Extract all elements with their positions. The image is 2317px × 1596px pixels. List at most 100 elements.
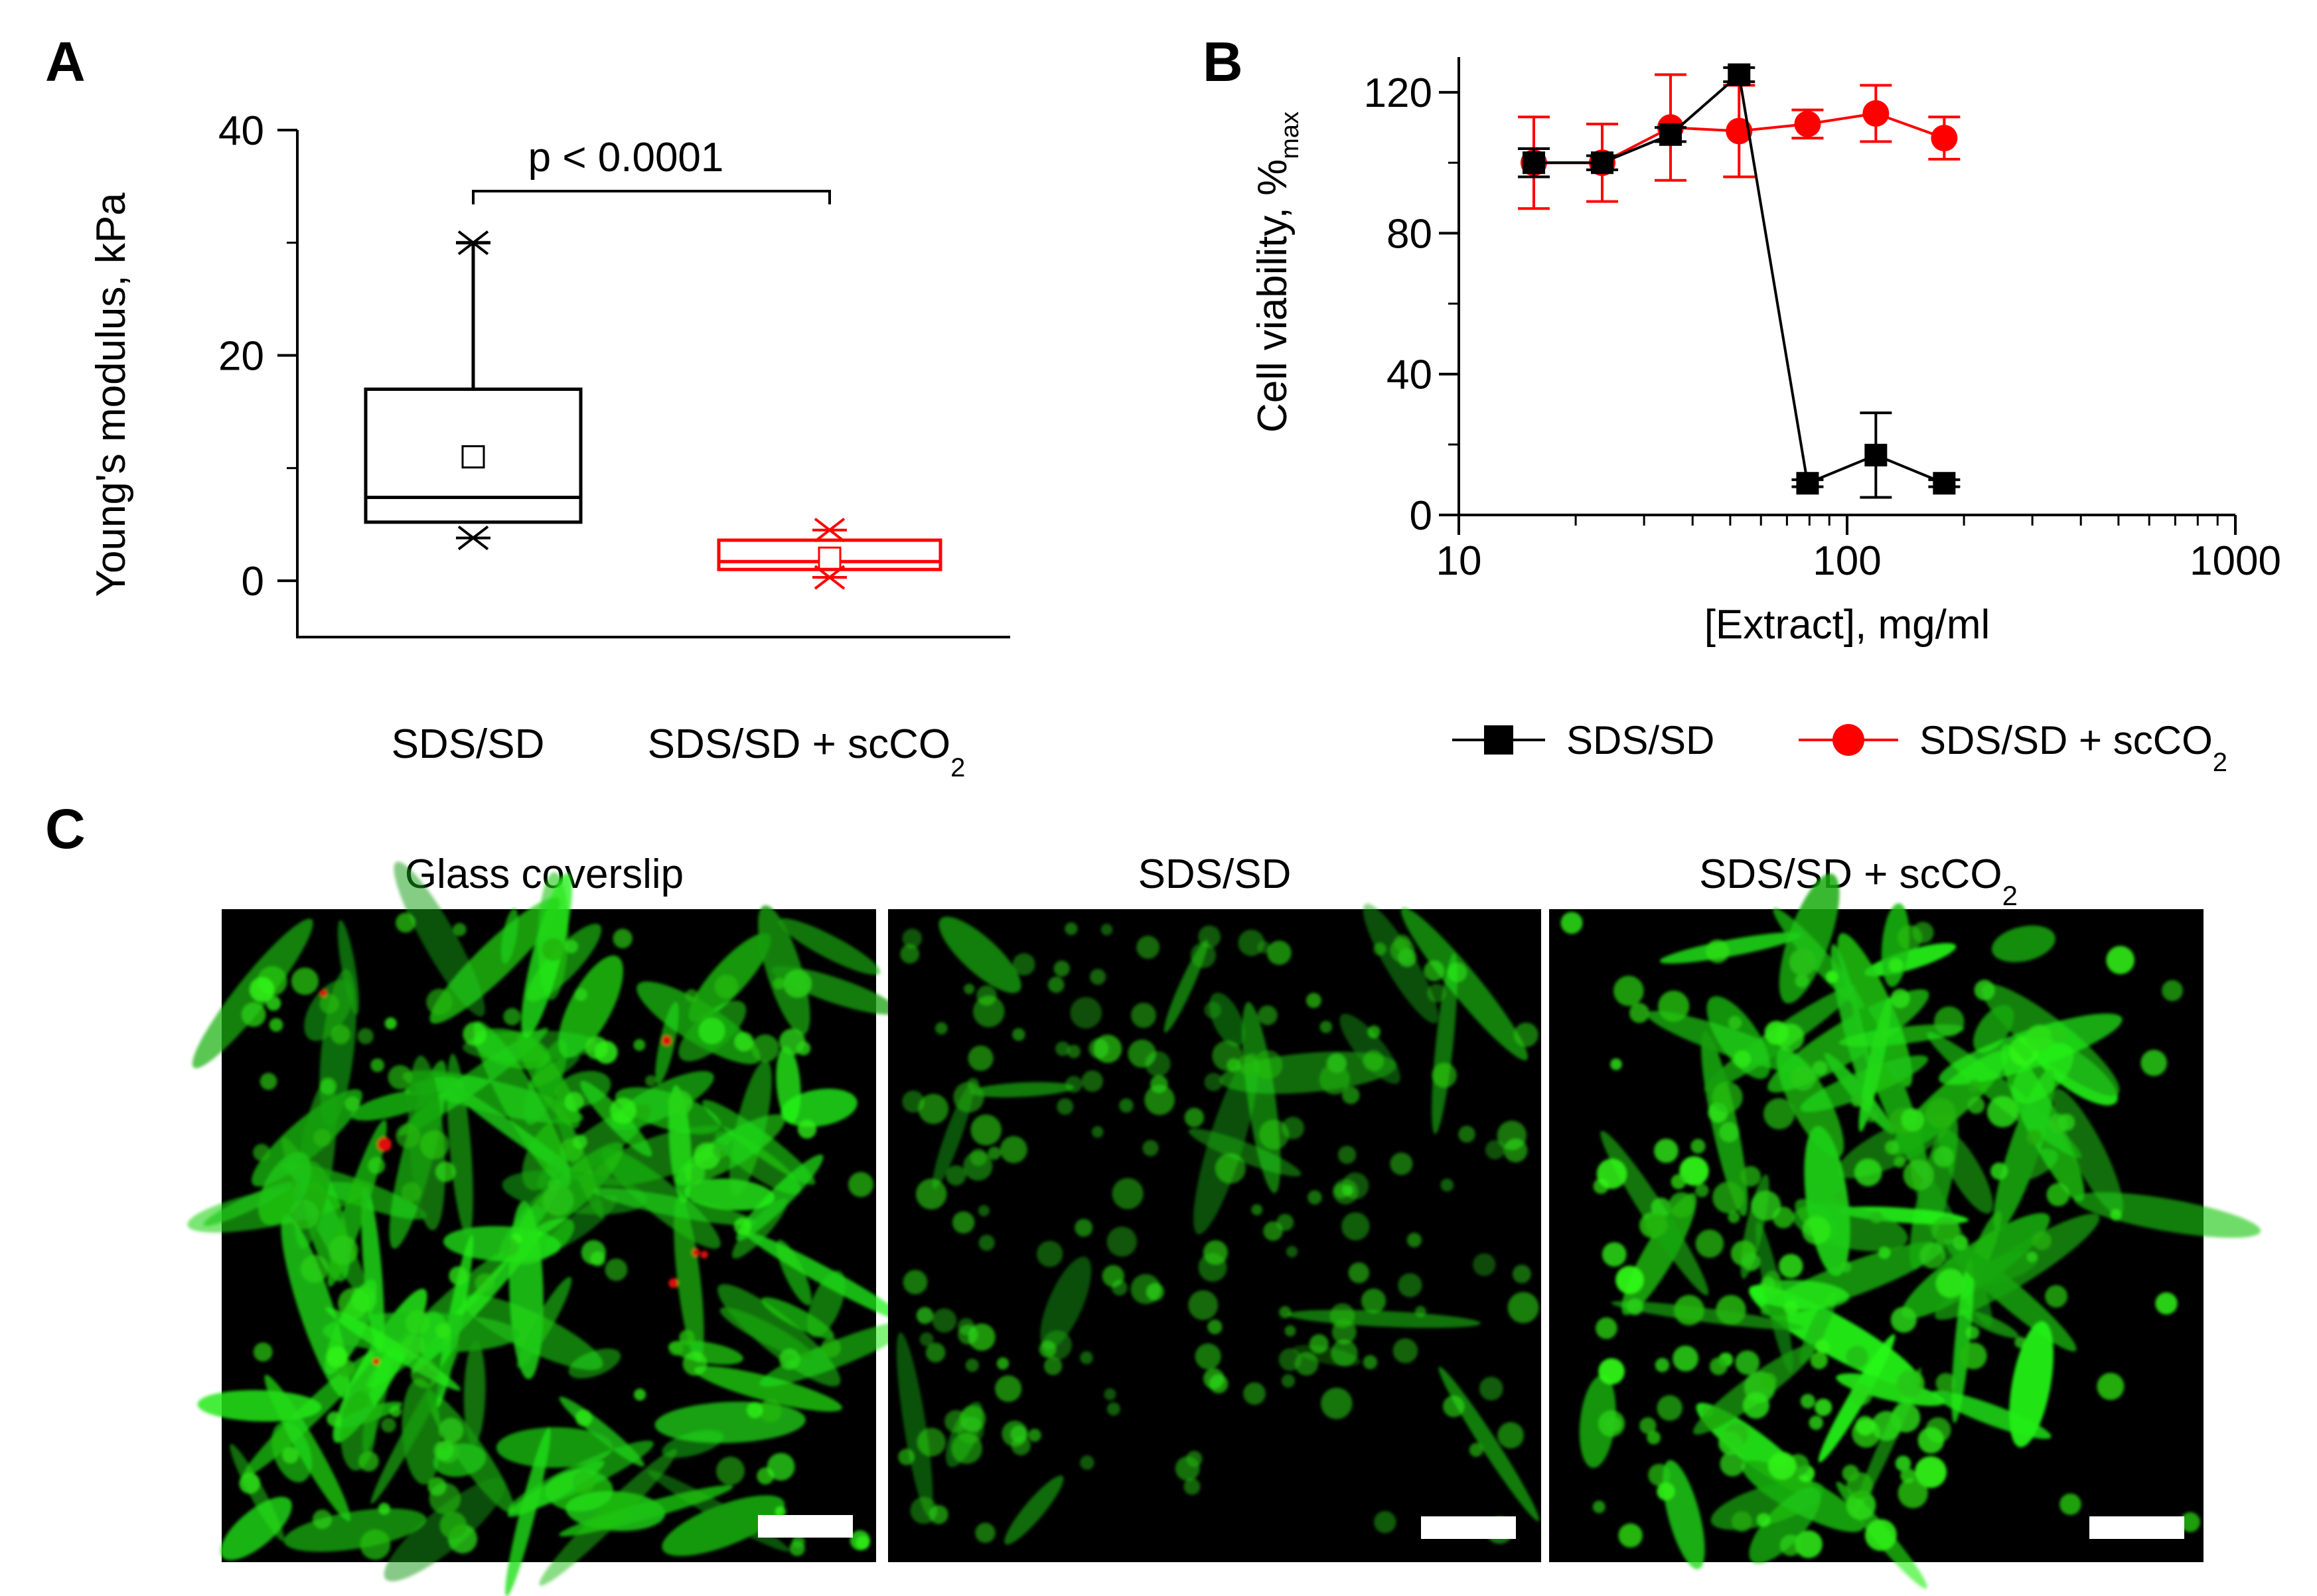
cell-round — [1895, 1455, 1911, 1472]
cell-elongated — [370, 1345, 460, 1504]
cell-round — [958, 1324, 978, 1345]
cell-round — [1258, 1120, 1290, 1150]
cell-round — [1815, 1398, 1832, 1416]
cell-round — [2162, 979, 2183, 1001]
cell-round — [1183, 1478, 1201, 1495]
cell-elongated — [429, 897, 560, 1024]
cell-elongated — [1991, 925, 2055, 962]
cell-round — [783, 969, 812, 998]
cell-round — [1602, 1242, 1627, 1267]
cell-round — [952, 1211, 975, 1234]
cell-round — [712, 1142, 729, 1159]
panel-b-viability-chart: 0 40 80 120 10 100 1000 Cell viability, %max [… — [1250, 57, 2281, 777]
cell-round — [1592, 1500, 1606, 1514]
dead-cell — [700, 1250, 708, 1259]
cell-round — [1090, 968, 1106, 985]
cell-round — [1485, 1140, 1505, 1160]
cell-round — [2026, 1251, 2038, 1263]
cell-elongated — [340, 1390, 376, 1471]
cell-round — [1308, 1190, 1322, 1205]
data-point-square — [1728, 63, 1751, 86]
cell-round — [1237, 1054, 1258, 1075]
cell-round — [319, 994, 339, 1014]
cell-elongated — [1432, 952, 1457, 1134]
cell-round — [1053, 960, 1070, 977]
cell-round — [1894, 1156, 1906, 1168]
data-point-circle — [1931, 125, 1958, 152]
cell-round — [2059, 1493, 2081, 1516]
cell-round — [856, 1536, 870, 1550]
cell-round — [1002, 1420, 1028, 1447]
cell-round — [253, 1342, 273, 1362]
cell-round — [1012, 953, 1035, 976]
cell-round — [1319, 1021, 1333, 1033]
outlier-marker — [812, 565, 847, 590]
cell-round — [1281, 1374, 1296, 1388]
cell-round — [773, 978, 785, 989]
cell-round — [1647, 1430, 1661, 1445]
cell-round — [1742, 1252, 1761, 1271]
cell-round — [1639, 1417, 1657, 1434]
cell-round — [1960, 1342, 1987, 1370]
cell-round — [1728, 1211, 1740, 1224]
cell-round — [767, 1453, 795, 1481]
cell-elongated — [1040, 1256, 1092, 1350]
cell-round — [951, 1433, 983, 1464]
cell-round — [1215, 1153, 1246, 1184]
dead-cell — [692, 1248, 700, 1257]
cell-round — [564, 1092, 584, 1112]
cell-elongated — [970, 1082, 1075, 1098]
cell-round — [1458, 1125, 1475, 1143]
cell-round — [439, 1511, 467, 1539]
cell-elongated — [1659, 932, 1803, 964]
cell-round — [1251, 1204, 1263, 1216]
cell-round — [1898, 1478, 1928, 1508]
cell-round — [970, 1114, 1002, 1146]
cell-round — [953, 1082, 984, 1113]
mean-marker — [818, 546, 842, 570]
cell-round — [1130, 1273, 1161, 1305]
cell-elongated — [1961, 1309, 2019, 1339]
cell-round — [1768, 1451, 1797, 1480]
cell-round — [1119, 1098, 1134, 1113]
cell-round — [1935, 1268, 1965, 1298]
cell-elongated — [758, 905, 810, 1035]
outlier-marker — [456, 526, 490, 551]
cell-round — [331, 1025, 350, 1045]
cell-elongated — [1611, 1301, 1805, 1330]
cell-round — [1657, 1395, 1682, 1421]
cell-round — [1855, 1415, 1875, 1436]
cell-round — [439, 1417, 464, 1443]
cell-round — [633, 1039, 646, 1051]
cell-round — [1329, 1303, 1355, 1329]
cell-round — [2046, 1183, 2070, 1206]
cell-round — [733, 1217, 752, 1235]
category-label-sds-sd: SDS/SD — [392, 721, 545, 767]
cell-round — [1363, 1050, 1384, 1072]
dead-cell — [377, 1137, 392, 1152]
cell-round — [698, 1017, 725, 1045]
cell-round — [1888, 958, 1904, 973]
cell-round — [1716, 1295, 1746, 1325]
cell-round — [684, 1163, 706, 1184]
cell-round — [475, 1273, 495, 1293]
cell-round — [405, 1310, 430, 1335]
cell-round — [1842, 1465, 1860, 1482]
cell-round — [1440, 1178, 1454, 1192]
cell-round — [590, 1251, 605, 1267]
cell-round — [963, 1151, 993, 1181]
cell-round — [1258, 1005, 1278, 1025]
y-tick-label: 120 — [1364, 70, 1432, 116]
cell-round — [634, 1388, 646, 1401]
cell-elongated — [1339, 1013, 1400, 1084]
cell-round — [1701, 1405, 1714, 1417]
cell-round — [1363, 1354, 1378, 1370]
cell-round — [1598, 1410, 1625, 1437]
cell-round — [613, 928, 633, 948]
cell-round — [1890, 1307, 1917, 1333]
cell-round — [291, 967, 319, 995]
cell-round — [1513, 1022, 1538, 1047]
cell-round — [1286, 1246, 1298, 1258]
cell-round — [925, 1342, 946, 1362]
cell-round — [426, 988, 453, 1015]
